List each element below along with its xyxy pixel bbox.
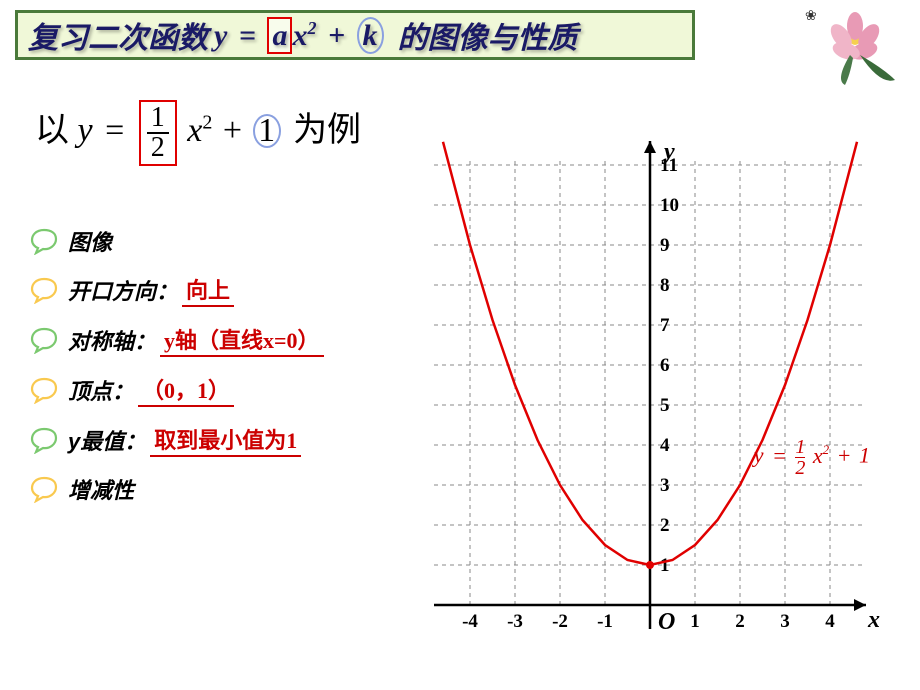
svg-text:2: 2 [660,515,670,536]
svg-text:x: x [867,607,880,633]
svg-text:1: 1 [690,611,700,632]
prop-value: y轴（直线x=0） [160,323,324,357]
prop-label: 对称轴： [68,324,156,356]
curve-equation-label: y = 12 x2 + 1 [754,437,870,478]
prop-item: 开口方向：向上 [30,273,324,307]
svg-text:3: 3 [780,611,790,632]
flower-icon: ❀ [800,5,910,85]
prop-label: y最值： [68,424,146,456]
properties-list: 图像开口方向：向上对称轴：y轴（直线x=0）顶点：（0，1）y最值：取到最小值为… [30,225,324,521]
bubble-icon [30,276,58,304]
prop-value: 取到最小值为1 [150,423,301,457]
parabola-chart: -4-3-2-112341234567891011Oxy y = 12 x2 +… [400,95,900,675]
svg-text:-4: -4 [462,611,478,632]
const-k-circle: k [357,17,384,54]
prop-label: 顶点： [68,374,134,406]
example-formula: 以 y = 1 2 x2 + 1 为例 [35,100,361,166]
coef-a-box: a [267,17,292,54]
svg-text:10: 10 [660,195,679,216]
svg-text:-3: -3 [507,611,523,632]
prop-label: 图像 [68,225,112,257]
svg-text:7: 7 [660,315,670,336]
prop-item: 图像 [30,225,324,257]
bubble-icon [30,326,58,354]
svg-text:-1: -1 [597,611,613,632]
svg-text:9: 9 [660,235,670,256]
svg-text:3: 3 [660,475,670,496]
svg-text:❀: ❀ [805,9,817,24]
svg-text:5: 5 [660,395,670,416]
svg-text:8: 8 [660,275,670,296]
title-bar: 复习二次函数 y = ax2 + k 的图像与性质 [15,10,695,60]
title-formula: y = ax2 + k [214,18,384,53]
bubble-icon [30,426,58,454]
bubble-icon [30,227,58,255]
prop-value: 向上 [182,273,234,307]
svg-text:-2: -2 [552,611,568,632]
svg-text:1: 1 [660,555,670,576]
svg-text:2: 2 [735,611,745,632]
bubble-icon [30,475,58,503]
bubble-icon [30,376,58,404]
svg-text:6: 6 [660,355,670,376]
prop-label: 增减性 [68,473,134,505]
coef-frac-box: 1 2 [139,100,177,166]
const-circle: 1 [253,114,281,148]
title-suffix: 的图像与性质 [398,13,578,57]
prop-item: 对称轴：y轴（直线x=0） [30,323,324,357]
svg-text:4: 4 [660,435,670,456]
prop-label: 开口方向： [68,274,178,306]
svg-text:y: y [661,139,675,165]
svg-text:O: O [658,609,675,635]
svg-text:4: 4 [825,611,835,632]
prop-item: y最值：取到最小值为1 [30,423,324,457]
prop-value: （0，1） [138,373,234,407]
prop-item: 顶点：（0，1） [30,373,324,407]
title-prefix: 复习二次函数 [28,13,208,57]
prop-item: 增减性 [30,473,324,505]
